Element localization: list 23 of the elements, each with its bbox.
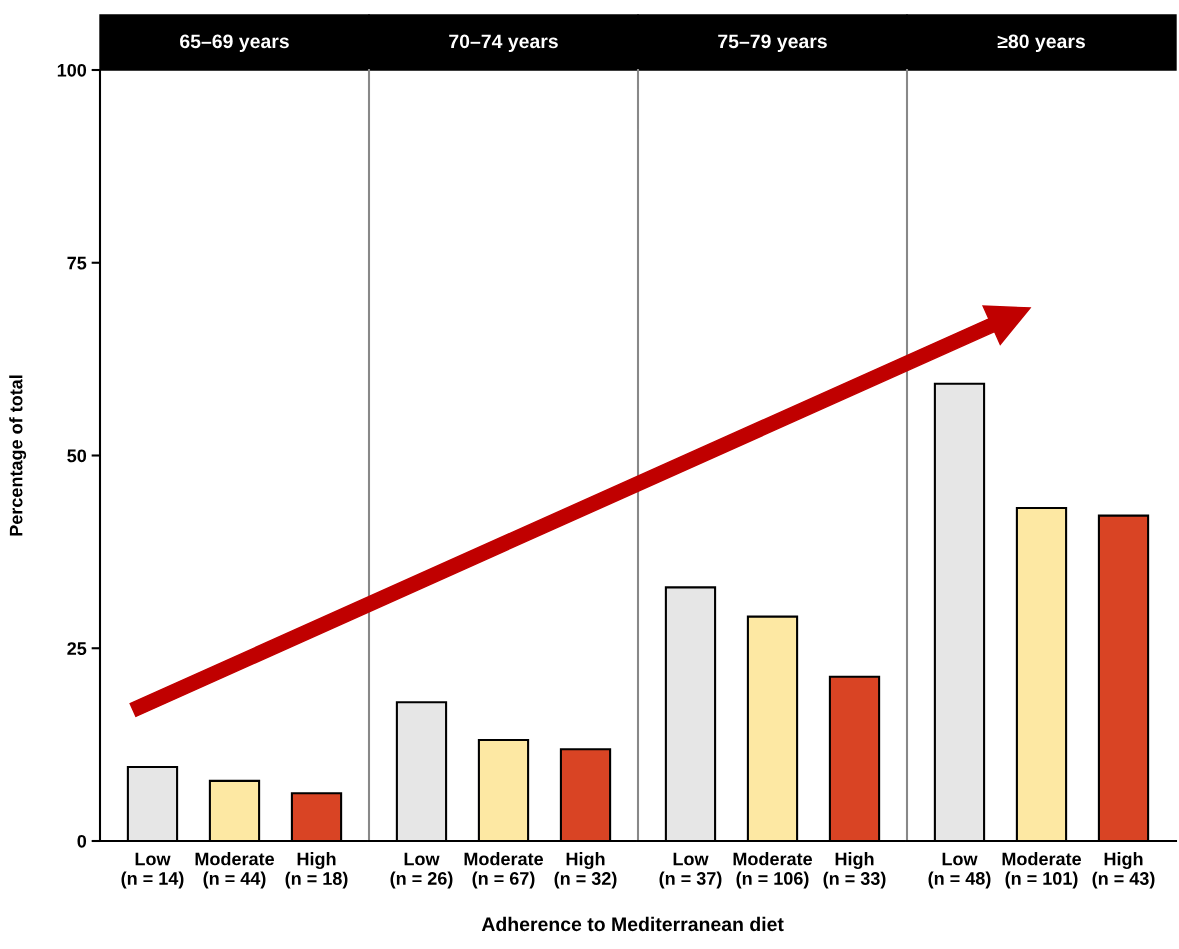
chart-title: ≥80 years (997, 34, 1085, 53)
x-tick-label: Low (n = 37) (659, 852, 722, 889)
x-tick-label: High (n = 18) (285, 852, 348, 889)
x-tick-label: Low (n = 48) (928, 852, 991, 889)
y-tick-label: 0 (77, 834, 87, 848)
x-tick-label: Moderate (n = 106) (733, 852, 813, 889)
y-tick-label: 50 (67, 449, 87, 463)
x-tick-label: High (n = 33) (823, 852, 886, 889)
x-axis-title: Adherence to Mediterranean diet (481, 916, 784, 932)
x-tick-label: High (n = 32) (554, 852, 617, 889)
chart-title: 70–74 years (449, 34, 558, 53)
x-tick-label: Moderate (n = 44) (195, 852, 275, 889)
x-tick-label: Moderate (n = 101) (1002, 852, 1082, 889)
y-axis-title: Percentage of total (9, 375, 27, 536)
y-tick-label: 75 (67, 256, 87, 270)
chart-title: 75–79 years (718, 34, 827, 53)
y-tick-label: 100 (57, 63, 87, 77)
y-tick-label: 25 (67, 642, 87, 655)
x-tick-label: Low (n = 14) (121, 852, 184, 889)
x-tick-label: Moderate (n = 67) (464, 852, 544, 889)
x-tick-label: Low (n = 26) (390, 852, 453, 889)
chart-title: 65–69 years (180, 34, 289, 53)
x-tick-label: High (n = 43) (1092, 852, 1155, 889)
